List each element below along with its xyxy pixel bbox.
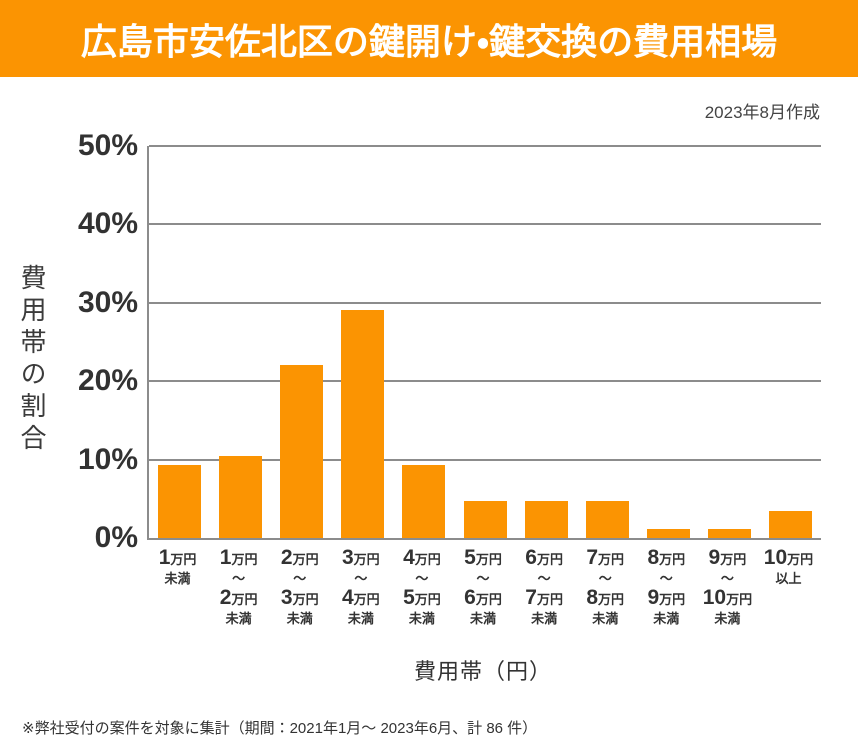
y-tick-label: 0% xyxy=(94,521,138,554)
y-tick-label: 40% xyxy=(77,207,138,241)
bar-slot xyxy=(332,146,393,538)
bar-4万円〜5万円未満 xyxy=(402,465,446,538)
plot-area xyxy=(147,145,821,540)
y-tick-label: 20% xyxy=(77,364,138,398)
gridline xyxy=(149,458,821,461)
gridline xyxy=(149,301,821,304)
x-category-label: 1万円 未満 xyxy=(158,546,197,586)
gridline xyxy=(149,223,821,226)
bar-slot xyxy=(577,146,638,538)
y-axis-ticks: 0% 10% 20% 30% 40% 50% xyxy=(0,131,138,553)
bar-7万円〜8万円未満 xyxy=(585,501,629,538)
bar-slot xyxy=(393,146,454,538)
y-tick-label: 50% xyxy=(77,129,138,162)
bar-5万円〜6万円未満 xyxy=(463,501,507,538)
bar-slot xyxy=(638,146,699,538)
title-banner: 広島市安佐北区の鍵開け・鍵交換の費用相場 xyxy=(0,0,858,77)
x-category-label: 7万円〜 8万円 未満 xyxy=(586,546,625,626)
footnote: ※弊社受付の案件を対象に集計（期間：2021年1月～ 2023年6月、計 86 … xyxy=(22,720,538,737)
bar-slot xyxy=(149,146,210,538)
bar-8万円〜9万円未満 xyxy=(646,529,690,538)
y-axis-title: 費用帯の割合 xyxy=(17,264,47,456)
bar-6万円〜7万円未満 xyxy=(524,501,568,538)
x-category-label: 6万円〜 7万円 未満 xyxy=(525,546,563,626)
bar-3万円〜4万円未満 xyxy=(341,310,385,538)
page-title: 広島市安佐北区の鍵開け・鍵交換の費用相場 xyxy=(80,20,778,62)
bar-slot xyxy=(699,146,760,538)
bar-2万円〜3万円未満 xyxy=(280,365,324,538)
x-category-label: 2万円〜 3万円 未満 xyxy=(280,546,319,626)
bars-container xyxy=(149,146,821,538)
bar-9万円〜10万円未満 xyxy=(707,529,751,538)
bar-slot xyxy=(760,146,821,538)
x-category-label: 1万円〜 2万円 未満 xyxy=(219,546,258,626)
bar-1万円〜2万円未満 xyxy=(219,456,263,538)
bar-slot xyxy=(271,146,332,538)
x-category-label: 9万円〜 10万円 未満 xyxy=(702,546,753,626)
y-tick-label: 10% xyxy=(77,442,138,476)
gridline xyxy=(149,145,821,147)
gridline xyxy=(149,380,821,383)
x-axis-title: 費用帯（円） xyxy=(413,659,552,684)
x-category-label: 8万円〜 9万円 未満 xyxy=(647,546,686,626)
x-category-label: 5万円〜 6万円 未満 xyxy=(464,546,502,626)
bar-10万円以上 xyxy=(768,511,812,538)
x-category-label: 4万円〜 5万円 未満 xyxy=(403,546,441,626)
y-tick-label: 30% xyxy=(77,285,138,319)
x-category-label: 10万円 以上 xyxy=(763,546,814,586)
created-date: 2023年8月作成 xyxy=(704,103,820,122)
bar-slot xyxy=(454,146,515,538)
bar-slot xyxy=(210,146,271,538)
bar-slot xyxy=(516,146,577,538)
bar-1万円未満 xyxy=(158,465,202,538)
x-category-label: 3万円〜 4万円 未満 xyxy=(341,546,380,626)
x-axis-labels: 1万円 未満 1万円〜 2万円 未満 2万円〜 3万円 未満 3万円〜 4万円 未満 4万円〜 5万円未… xyxy=(147,546,819,628)
